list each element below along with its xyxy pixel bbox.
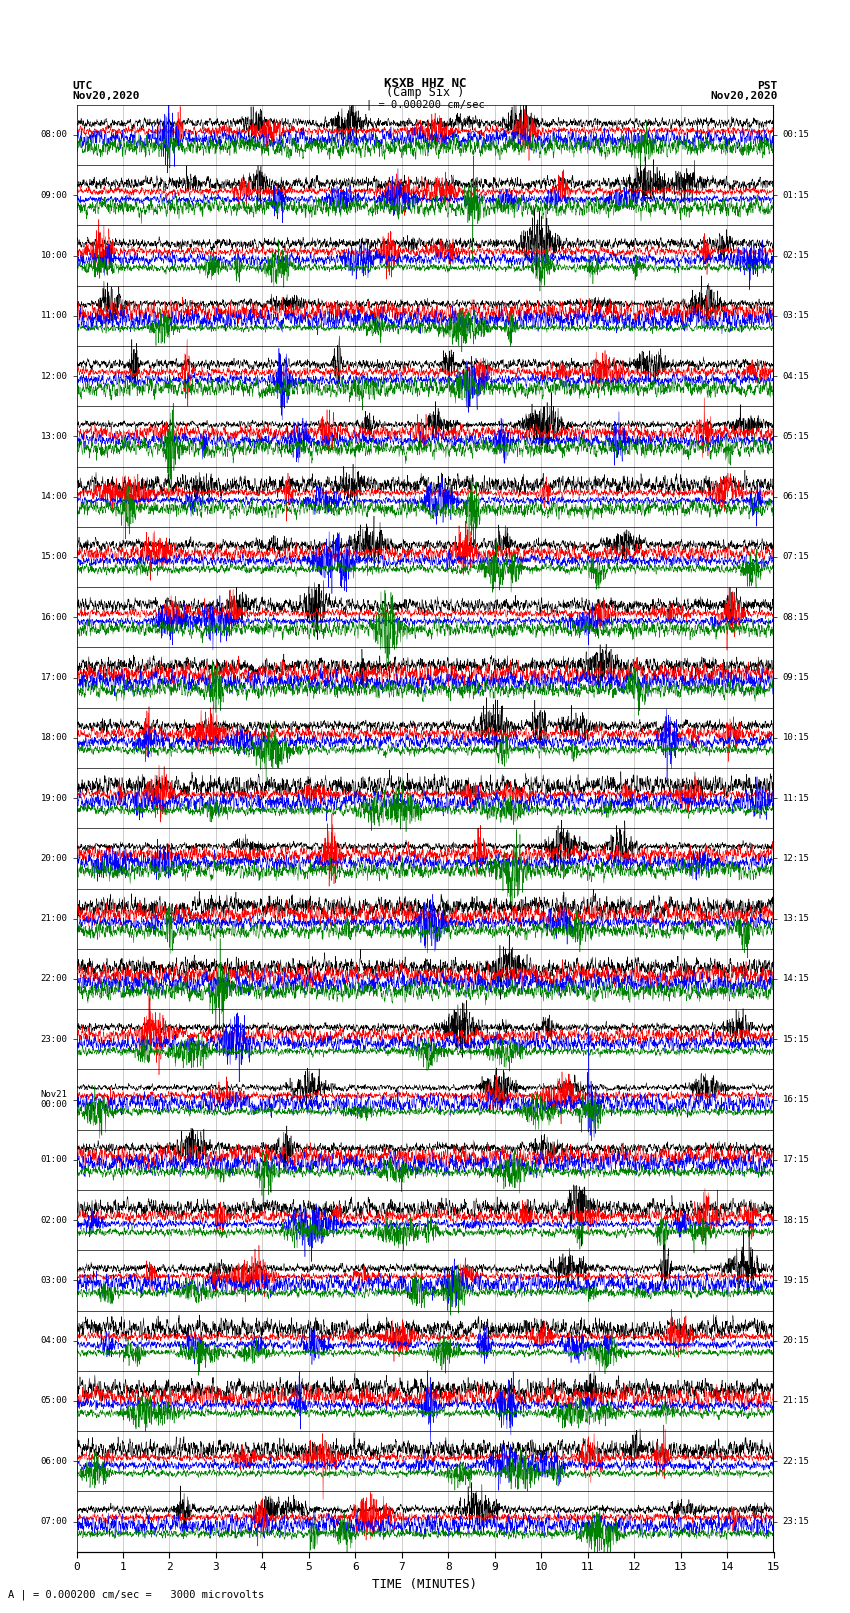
Text: Nov20,2020: Nov20,2020 (711, 90, 778, 100)
Text: | = 0.000200 cm/sec: | = 0.000200 cm/sec (366, 98, 484, 110)
X-axis label: TIME (MINUTES): TIME (MINUTES) (372, 1578, 478, 1590)
Text: (Camp Six ): (Camp Six ) (386, 85, 464, 100)
Text: Nov20,2020: Nov20,2020 (72, 90, 139, 100)
Text: UTC: UTC (72, 81, 93, 90)
Text: PST: PST (757, 81, 778, 90)
Text: KSXB HHZ NC: KSXB HHZ NC (383, 76, 467, 90)
Text: A | = 0.000200 cm/sec =   3000 microvolts: A | = 0.000200 cm/sec = 3000 microvolts (8, 1589, 264, 1600)
